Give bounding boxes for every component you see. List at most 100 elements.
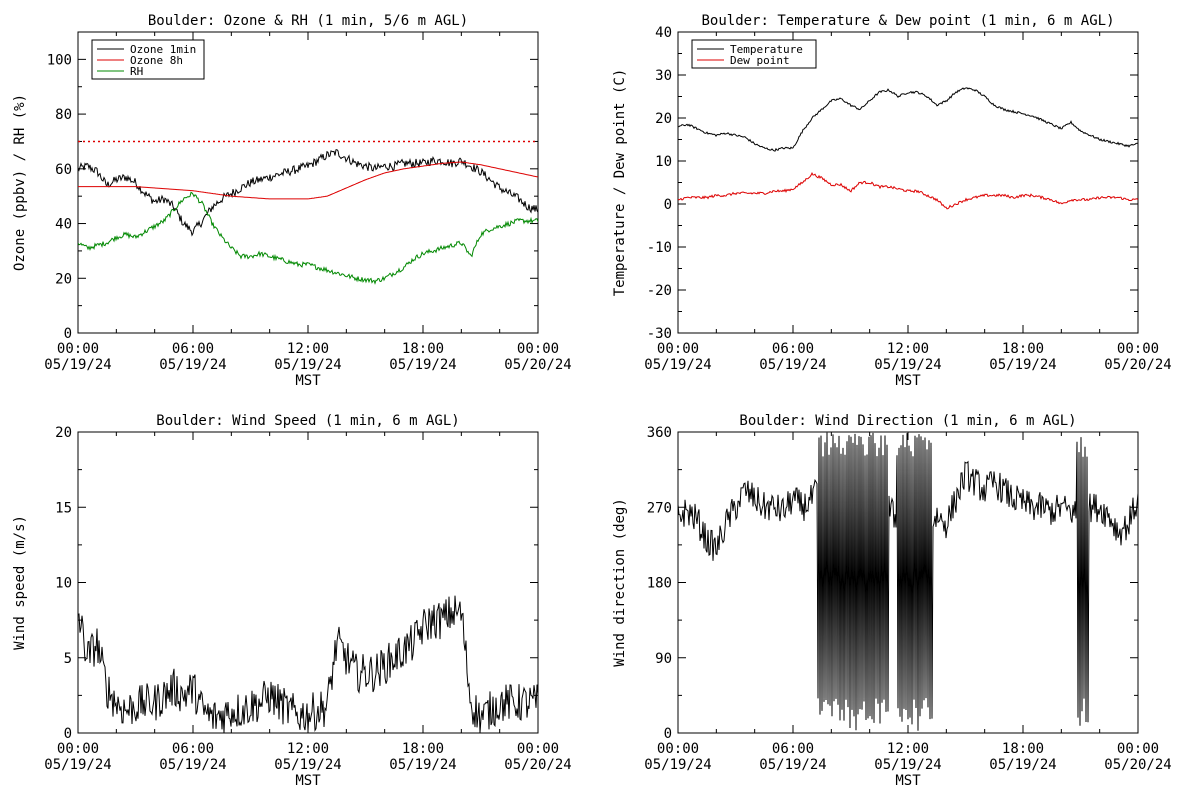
- y-axis-label: Wind direction (deg): [612, 498, 628, 667]
- series-line-2: [78, 161, 538, 200]
- x-tick-label: 00:00: [57, 741, 99, 757]
- x-tick-label: 05/19/24: [274, 357, 341, 373]
- series-line-3: [78, 191, 538, 285]
- y-tick-label: 0: [664, 726, 672, 742]
- y-tick-label: 60: [55, 162, 72, 178]
- y-tick-label: 20: [55, 271, 72, 287]
- y-tick-label: 15: [55, 500, 72, 516]
- x-tick-label: 00:00: [57, 341, 99, 357]
- x-tick-label: 05/19/24: [159, 357, 226, 373]
- x-tick-label: 06:00: [172, 741, 214, 757]
- x-axis-label: MST: [895, 373, 921, 389]
- plot-area: [78, 140, 538, 285]
- panel-3: Boulder: Wind Speed (1 min, 6 m AGL) 00:0…: [12, 413, 572, 789]
- y-axis-label: Wind speed (m/s): [12, 515, 28, 650]
- y-tick-label: 0: [64, 326, 72, 342]
- y-tick-label: 0: [64, 726, 72, 742]
- y-tick-label: -20: [647, 283, 672, 299]
- chart-title: Boulder: Temperature & Dew point (1 min,…: [701, 13, 1114, 29]
- x-tick-label: 05/19/24: [989, 357, 1056, 373]
- x-tick-label: 18:00: [1002, 741, 1044, 757]
- legend-label: RH: [130, 65, 143, 78]
- x-tick-label: 12:00: [887, 341, 929, 357]
- plot-area: [678, 432, 1138, 731]
- x-tick-label: 05/19/24: [274, 757, 341, 773]
- x-tick-label: 06:00: [172, 341, 214, 357]
- series-line-1: [78, 595, 538, 733]
- chart-title: Boulder: Ozone & RH (1 min, 5/6 m AGL): [148, 13, 468, 29]
- x-tick-label: 00:00: [517, 741, 559, 757]
- x-tick-label: 00:00: [1117, 341, 1159, 357]
- plot-area: [678, 87, 1138, 210]
- legend-label: Ozone 8h: [130, 54, 183, 67]
- y-axis-label: Ozone (ppbv) / RH (%): [12, 94, 28, 271]
- legend-label: Ozone 1min: [130, 43, 196, 56]
- y-tick-label: 10: [55, 576, 72, 592]
- panel-1: Boulder: Ozone & RH (1 min, 5/6 m AGL)00…: [12, 13, 572, 389]
- x-tick-label: 00:00: [657, 741, 699, 757]
- x-tick-label: 00:00: [657, 341, 699, 357]
- x-axis-label: MST: [295, 373, 321, 389]
- series-line-1: [678, 432, 1138, 731]
- plot-frame: [677, 31, 1139, 334]
- y-tick-label: 40: [55, 217, 72, 233]
- y-tick-label: 80: [55, 107, 72, 123]
- x-tick-label: 05/19/24: [389, 357, 456, 373]
- y-tick-label: 90: [655, 651, 672, 667]
- y-tick-label: 270: [647, 500, 672, 516]
- x-tick-label: 05/19/24: [44, 357, 111, 373]
- x-tick-label: 05/19/24: [644, 357, 711, 373]
- x-tick-label: 05/19/24: [644, 757, 711, 773]
- legend-label: Dew point: [730, 54, 790, 67]
- y-tick-label: -30: [647, 326, 672, 342]
- x-axis-label: MST: [295, 773, 321, 789]
- y-tick-label: 30: [655, 68, 672, 84]
- series-line-2: [678, 171, 1138, 210]
- x-tick-label: 05/19/24: [44, 757, 111, 773]
- x-tick-label: 18:00: [1002, 341, 1044, 357]
- x-tick-label: 05/19/24: [159, 757, 226, 773]
- y-tick-label: 360: [647, 425, 672, 441]
- y-tick-label: 100: [47, 52, 72, 68]
- panel-4: Boulder: Wind Direction (1 min, 6 m AGL)…: [612, 413, 1172, 789]
- y-tick-label: 5: [64, 651, 72, 667]
- x-tick-label: 12:00: [287, 341, 329, 357]
- x-tick-label: 05/19/24: [874, 357, 941, 373]
- x-axis-label: MST: [895, 773, 921, 789]
- x-tick-label: 06:00: [772, 741, 814, 757]
- x-tick-label: 00:00: [517, 341, 559, 357]
- x-tick-label: 05/20/24: [1104, 357, 1171, 373]
- x-tick-label: 05/19/24: [759, 357, 826, 373]
- y-tick-label: 40: [655, 25, 672, 41]
- legend-box: [691, 39, 817, 69]
- y-tick-label: 20: [655, 111, 672, 127]
- legend-label: Temperature: [730, 43, 803, 56]
- x-tick-label: 00:00: [1117, 741, 1159, 757]
- x-tick-label: 12:00: [287, 741, 329, 757]
- y-tick-label: 0: [664, 197, 672, 213]
- chart-title: Boulder: Wind Direction (1 min, 6 m AGL): [739, 413, 1076, 429]
- x-tick-label: 05/20/24: [504, 357, 571, 373]
- x-tick-label: 05/19/24: [389, 757, 456, 773]
- y-tick-label: 20: [55, 425, 72, 441]
- y-tick-label: 180: [647, 576, 672, 592]
- x-tick-label: 18:00: [402, 741, 444, 757]
- x-tick-label: 06:00: [772, 341, 814, 357]
- y-axis-label: Temperature / Dew point (C): [612, 69, 628, 297]
- x-tick-label: 05/19/24: [989, 757, 1056, 773]
- chart-title: Boulder: Wind Speed (1 min, 6 m AGL): [156, 413, 459, 429]
- plot-area: [78, 595, 538, 733]
- series-line-1: [78, 149, 538, 237]
- x-tick-label: 12:00: [887, 741, 929, 757]
- x-tick-label: 05/19/24: [874, 757, 941, 773]
- x-tick-label: 05/19/24: [759, 757, 826, 773]
- series-line-1: [678, 87, 1138, 152]
- panel-2: Boulder: Temperature & Dew point (1 min,…: [612, 13, 1172, 389]
- x-tick-label: 18:00: [402, 341, 444, 357]
- x-tick-label: 05/20/24: [1104, 757, 1171, 773]
- y-tick-label: 10: [655, 154, 672, 170]
